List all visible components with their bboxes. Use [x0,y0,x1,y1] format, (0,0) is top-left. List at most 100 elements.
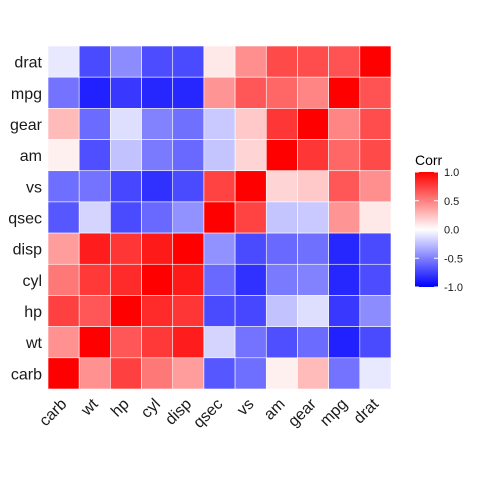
heatmap-cell-am-drat [359,139,392,172]
y-axis-tick-labels: drat mpg gear am vs qsec disp cyl hp wt carb [8,55,42,384]
heatmap-cell-wt-disp [172,326,205,359]
heatmap-cell-drat-hp [110,45,142,78]
heatmap-cell-hp-vs [234,295,267,327]
y-tick-label-mpg: mpg [11,86,42,103]
heatmap-cell-hp-hp [110,295,142,327]
heatmap-cell-hp-disp [172,295,205,327]
heatmap-cell-disp-carb [47,232,80,265]
heatmap-cell-hp-wt [78,295,111,327]
heatmap-cell-drat-qsec [203,45,236,78]
heatmap-cell-disp-drat [359,232,392,265]
heatmap-cell-vs-hp [110,170,142,203]
heatmap-cell-am-hp [110,139,142,172]
legend-tick-label: -1.0 [444,282,463,294]
heatmap-cell-mpg-cyl [141,76,174,109]
heatmap-cell-qsec-gear [297,201,329,234]
heatmap-cell-qsec-am [265,201,298,234]
x-tick-label-mpg: mpg [317,396,351,430]
legend-tick-label: 0.5 [444,196,459,208]
heatmap-cell-qsec-qsec [203,201,236,234]
heatmap-cell-qsec-mpg [328,201,361,234]
heatmap-cell-wt-am [265,326,298,359]
heatmap-cell-hp-gear [297,295,329,327]
heatmap-cell-hp-qsec [203,295,236,327]
heatmap-cell-carb-cyl [141,357,174,390]
x-tick-label-hp: hp [108,396,133,421]
legend-tick-label: 1.0 [444,167,459,179]
heatmap-cell-am-wt [78,139,111,172]
heatmap-cell-gear-carb [47,108,80,140]
heatmap-cell-drat-gear [297,45,329,78]
heatmap-cell-qsec-hp [110,201,142,234]
heatmap-cell-hp-drat [359,295,392,327]
heatmap-cell-drat-wt [78,45,111,78]
heatmap-cell-am-mpg [328,139,361,172]
heatmap-cell-cyl-mpg [328,263,361,296]
heatmap-cell-vs-drat [359,170,392,203]
legend-tick-label: -0.5 [444,253,463,265]
heatmap-cell-mpg-drat [359,76,392,109]
heatmap-cell-wt-hp [110,326,142,359]
heatmap-cell-cyl-am [265,263,298,296]
heatmap-cell-disp-cyl [141,232,174,265]
heatmap-cell-am-disp [172,139,205,172]
y-tick-label-hp: hp [24,304,42,321]
heatmap-cell-drat-disp [172,45,205,78]
heatmap-cell-gear-gear [297,108,329,140]
heatmap-cell-wt-qsec [203,326,236,359]
heatmap-cell-mpg-am [265,76,298,109]
heatmap-cell-gear-mpg [328,108,361,140]
x-tick-label-gear: gear [285,395,320,430]
heatmap-cell-carb-qsec [203,357,236,390]
heatmap-cell-gear-hp [110,108,142,140]
heatmap-cell-vs-carb [47,170,80,203]
heatmap-cells [47,45,392,390]
heatmap-cell-vs-qsec [203,170,236,203]
heatmap-cell-mpg-qsec [203,76,236,109]
heatmap-cell-hp-cyl [141,295,174,327]
y-tick-label-gear: gear [10,117,43,134]
heatmap-cell-gear-cyl [141,108,174,140]
heatmap-cell-carb-wt [78,357,111,390]
legend-tick-label: 0.0 [444,225,459,237]
heatmap-cell-vs-disp [172,170,205,203]
heatmap-cell-hp-carb [47,295,80,327]
heatmap-cell-qsec-vs [234,201,267,234]
heatmap-cell-cyl-hp [110,263,142,296]
heatmap-cell-disp-gear [297,232,329,265]
heatmap-cell-drat-carb [47,45,80,78]
heatmap-cell-drat-am [265,45,298,78]
x-tick-label-qsec: qsec [190,396,226,432]
heatmap-cell-drat-cyl [141,45,174,78]
heatmap-cell-qsec-disp [172,201,205,234]
heatmap-cell-wt-carb [47,326,80,359]
heatmap-cell-hp-mpg [328,295,361,327]
heatmap-cell-carb-drat [359,357,392,390]
y-tick-label-qsec: qsec [8,211,42,228]
heatmap-cell-am-carb [47,139,80,172]
heatmap-cell-mpg-hp [110,76,142,109]
x-tick-label-vs: vs [234,396,257,419]
heatmap-cell-cyl-vs [234,263,267,296]
heatmap-cell-qsec-cyl [141,201,174,234]
heatmap-cell-disp-disp [172,232,205,265]
heatmap-cell-carb-gear [297,357,329,390]
heatmap-cell-mpg-carb [47,76,80,109]
heatmap-cell-wt-mpg [328,326,361,359]
heatmap-cell-wt-wt [78,326,111,359]
heatmap-cell-wt-drat [359,326,392,359]
heatmap-cell-vs-mpg [328,170,361,203]
legend-colorbar [415,172,438,287]
heatmap-cell-mpg-disp [172,76,205,109]
heatmap-cell-gear-drat [359,108,392,140]
x-tick-label-disp: disp [162,396,195,429]
x-tick-label-cyl: cyl [138,396,164,422]
heatmap-cell-gear-wt [78,108,111,140]
heatmap-cell-gear-vs [234,108,267,140]
x-tick-label-wt: wt [78,395,102,419]
heatmap-cell-cyl-qsec [203,263,236,296]
heatmap-cell-wt-cyl [141,326,174,359]
